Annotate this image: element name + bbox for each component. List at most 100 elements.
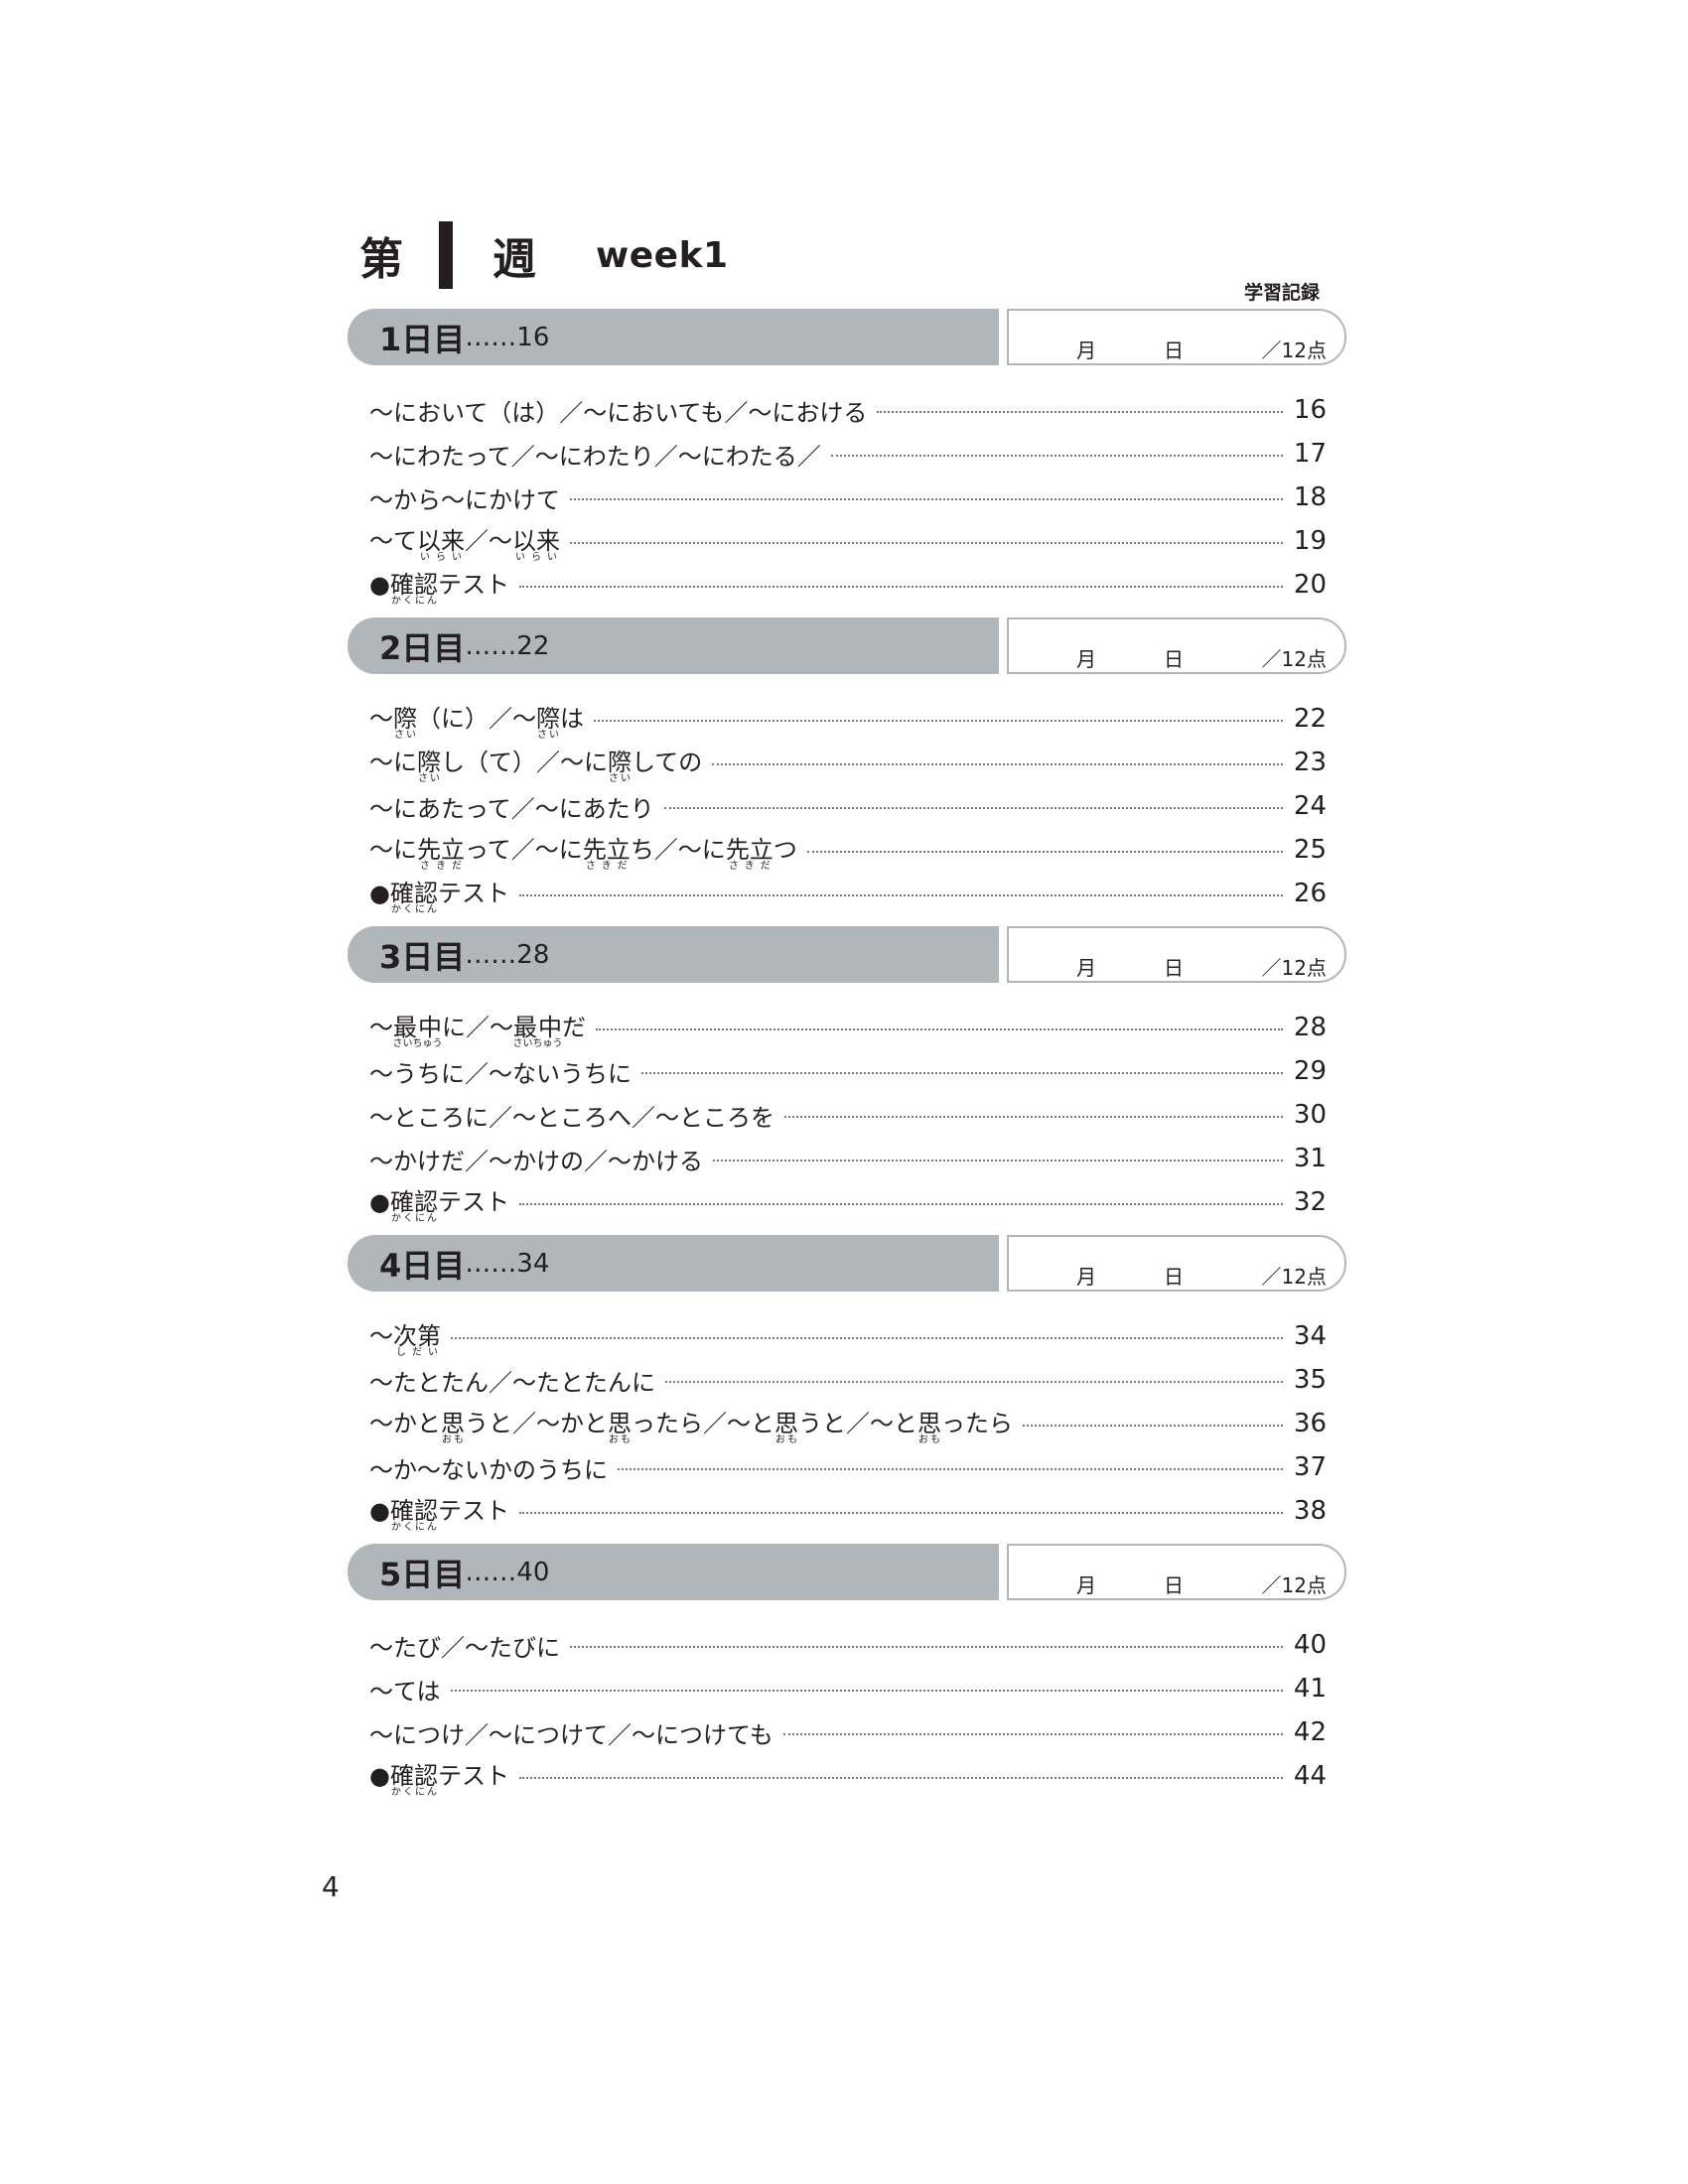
- kanji: 思: [917, 1409, 941, 1437]
- record-day: 日: [1164, 647, 1184, 671]
- toc-row[interactable]: 〜において（は）／〜においても／〜における 16: [369, 388, 1327, 432]
- item-page: 22: [1293, 704, 1327, 734]
- reading: かくにん: [389, 1212, 438, 1224]
- dotted-leader: [830, 455, 1283, 457]
- toc-row[interactable]: 〜うちに／〜ないうちに 29: [369, 1049, 1327, 1093]
- reading: さいちゅう: [512, 1037, 563, 1049]
- kanji: 思: [608, 1409, 632, 1437]
- text-segment: テスト: [437, 1761, 509, 1790]
- dotted-leader: [877, 411, 1283, 413]
- day-label: 3日目: [379, 937, 466, 976]
- dotted-leader: [596, 1028, 1283, 1030]
- reading: さい: [608, 772, 632, 784]
- study-record-box: 月 日 ／12点: [1007, 617, 1346, 674]
- item-page: 31: [1293, 1144, 1327, 1173]
- week-title: 第 週 week1: [359, 220, 729, 290]
- toc-row[interactable]: ●確認かくにんテスト 44: [369, 1754, 1327, 1798]
- item-page: 44: [1293, 1761, 1327, 1791]
- toc-row[interactable]: 〜かと思おもうと／〜かと思おもったら／〜と思おもうと／〜と思おもったら 36: [369, 1402, 1327, 1445]
- record-month: 月: [1076, 1265, 1096, 1289]
- kanji: 以来: [417, 526, 465, 555]
- week-number-bar: [439, 221, 453, 289]
- item-list: 〜最中さいちゅうに／〜最中さいちゅうだ 28 〜うちに／〜ないうちに 29 〜ところに／…: [369, 1006, 1327, 1224]
- toc-row[interactable]: 〜か〜ないかのうちに 37: [369, 1445, 1327, 1489]
- day-start-page: 40: [516, 1557, 550, 1587]
- dotted-leader: [451, 1337, 1283, 1339]
- furigana-word: 思おも: [917, 1409, 941, 1445]
- item-label: 〜につけ／〜につけて／〜につけても: [369, 1715, 783, 1750]
- item-page: 35: [1293, 1365, 1327, 1395]
- toc-row[interactable]: 〜際さい（に）／〜際さいは 22: [369, 697, 1327, 741]
- toc-row[interactable]: 〜たび／〜たびに 40: [369, 1623, 1327, 1667]
- dotted-leader: [570, 1646, 1283, 1648]
- dotted-leader: [782, 1733, 1283, 1735]
- item-label: 〜かと思おもうと／〜かと思おもったら／〜と思おもうと／〜と思おもったら: [369, 1404, 1023, 1445]
- title-shu: 週: [492, 234, 536, 285]
- item-label: 〜ところに／〜ところへ／〜ところを: [369, 1098, 784, 1133]
- reading: さいちゅう: [392, 1037, 443, 1049]
- text-segment: ●: [369, 1496, 390, 1525]
- toc-row[interactable]: 〜かけだ／〜かけの／〜かける 31: [369, 1137, 1327, 1180]
- dotted-leader: [570, 542, 1283, 544]
- day-start-page: 28: [516, 939, 550, 970]
- toc-row[interactable]: 〜から〜にかけて 18: [369, 476, 1327, 519]
- toc-row[interactable]: 〜にあたって／〜にあたり 24: [369, 784, 1327, 828]
- item-list: 〜際さい（に）／〜際さいは 22 〜に際さいし（て）／〜に際さいしての 23 〜にあたっ…: [369, 697, 1327, 915]
- item-label: 〜たとたん／〜たとたんに: [369, 1363, 665, 1398]
- toc-row[interactable]: ●確認かくにんテスト 20: [369, 563, 1327, 607]
- item-label: 〜から〜にかけて: [369, 480, 570, 515]
- furigana-word: 最中さいちゅう: [513, 1014, 563, 1049]
- text-segment: テスト: [437, 1496, 509, 1525]
- item-label: 〜にわたって／〜にわたり／〜にわたる／: [369, 437, 831, 472]
- furigana-word: 際さい: [393, 705, 417, 741]
- study-record-box: 月 日 ／12点: [1007, 926, 1346, 983]
- text-segment: 〜ところに／〜ところへ／〜ところを: [369, 1103, 774, 1132]
- toc-row[interactable]: 〜最中さいちゅうに／〜最中さいちゅうだ 28: [369, 1006, 1327, 1049]
- text-segment: 〜から〜にかけて: [369, 485, 560, 514]
- toc-row[interactable]: 〜ところに／〜ところへ／〜ところを 30: [369, 1093, 1327, 1137]
- dotted-leader: [1023, 1425, 1283, 1427]
- text-segment: しての: [632, 748, 703, 776]
- reading: いらい: [417, 551, 465, 563]
- toc-row[interactable]: ●確認かくにんテスト 32: [369, 1180, 1327, 1224]
- toc-row[interactable]: ●確認かくにんテスト 26: [369, 872, 1327, 915]
- day-start-page: 16: [516, 322, 550, 352]
- text-segment: 〜に: [369, 835, 417, 864]
- record-day: 日: [1164, 1573, 1184, 1597]
- record-score: ／12点: [1261, 1265, 1327, 1289]
- item-page: 24: [1293, 791, 1327, 821]
- toc-row[interactable]: 〜て以来いらい／〜以来いらい 19: [369, 519, 1327, 563]
- item-list: 〜たび／〜たびに 40 〜ては 41 〜につけ／〜につけて／〜につけても 42 ●確認かくに…: [369, 1623, 1327, 1798]
- text-segment: ったら: [941, 1409, 1013, 1437]
- furigana-word: 確認かくにん: [390, 1497, 438, 1533]
- text-segment: 〜にわたって／〜にわたり／〜にわたる／: [369, 442, 821, 471]
- item-page: 26: [1293, 879, 1327, 908]
- toc-row[interactable]: 〜に先立さきだって／〜に先立さきだち／〜に先立さきだつ 25: [369, 828, 1327, 872]
- text-segment: ったら／〜と: [632, 1409, 774, 1437]
- toc-row[interactable]: 〜に際さいし（て）／〜に際さいしての 23: [369, 741, 1327, 784]
- item-page: 36: [1293, 1409, 1327, 1438]
- item-label: ●確認かくにんテスト: [369, 1491, 519, 1533]
- text-segment: って／〜に: [465, 835, 583, 864]
- dotted-leader: [712, 763, 1283, 765]
- leader-dots: ……: [465, 630, 517, 661]
- kanji: 先立: [417, 835, 465, 864]
- item-page: 37: [1293, 1452, 1327, 1482]
- toc-row[interactable]: 〜にわたって／〜にわたり／〜にわたる／ 17: [369, 432, 1327, 476]
- text-segment: だ: [562, 1013, 586, 1041]
- week-label: week1: [596, 234, 729, 276]
- toc-row[interactable]: 〜につけ／〜につけて／〜につけても 42: [369, 1710, 1327, 1754]
- study-record-box: 月 日 ／12点: [1007, 1235, 1346, 1292]
- record-day: 日: [1164, 956, 1184, 980]
- toc-row[interactable]: 〜次第しだい 34: [369, 1314, 1327, 1358]
- toc-row[interactable]: 〜ては 41: [369, 1667, 1327, 1710]
- toc-row[interactable]: 〜たとたん／〜たとたんに 35: [369, 1358, 1327, 1402]
- toc-row[interactable]: ●確認かくにんテスト 38: [369, 1489, 1327, 1533]
- kanji: 確認: [389, 879, 438, 907]
- record-month: 月: [1076, 647, 1096, 671]
- reading: おも: [917, 1433, 941, 1445]
- dotted-leader: [806, 851, 1283, 853]
- item-label: 〜か〜ないかのうちに: [369, 1450, 618, 1485]
- day-label: 5日目: [379, 1555, 466, 1593]
- dotted-leader: [594, 720, 1283, 722]
